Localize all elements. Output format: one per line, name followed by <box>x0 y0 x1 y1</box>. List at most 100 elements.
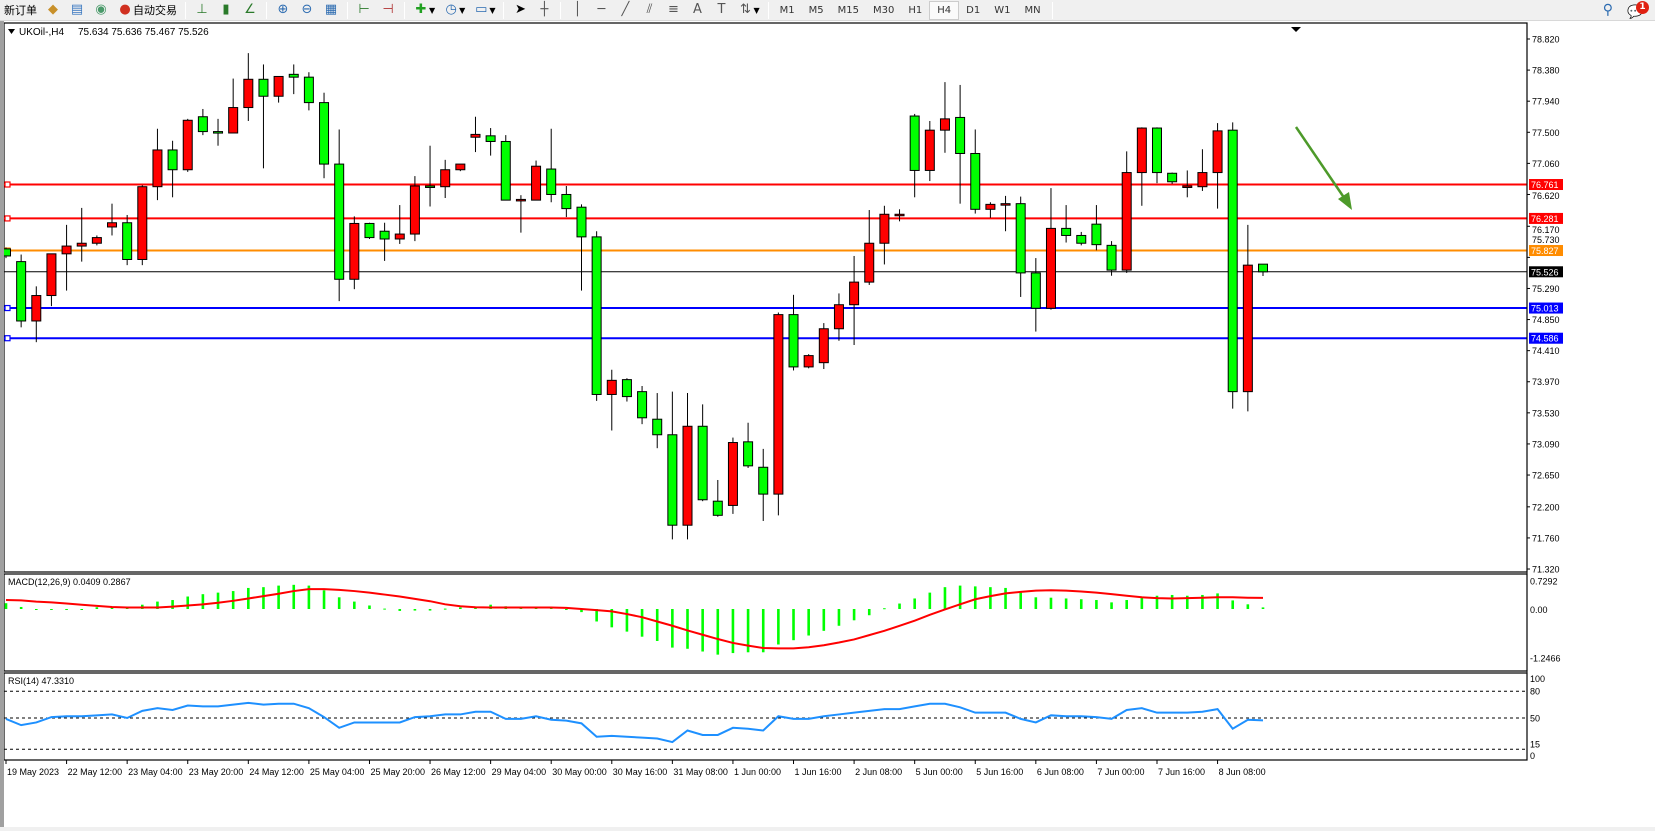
timeframe-w1[interactable]: W1 <box>994 4 1011 16</box>
rsi-line <box>5 701 1264 744</box>
bar-chart-button[interactable]: ⊥ <box>190 1 214 20</box>
macd-histogram-bar <box>958 585 962 609</box>
horizontal-line-button[interactable]: ─ <box>589 1 613 20</box>
macd-histogram-bar <box>1019 592 1022 609</box>
candle <box>667 391 678 540</box>
timeframe-m5[interactable]: M5 <box>808 4 824 16</box>
new-order-button[interactable]: 新订单 <box>0 1 41 20</box>
candle <box>591 231 602 401</box>
toolbar-divider <box>1051 1 1053 19</box>
new-order-label: 新订单 <box>4 4 37 17</box>
chart-canvas[interactable]: 76.761 76.281 75.827 75.013 74.586 75.526 78.… <box>1 21 1655 827</box>
macd-histogram-bar <box>837 609 841 626</box>
arrows-button[interactable]: ⇅ ▼ <box>733 1 763 20</box>
candle <box>1167 172 1178 184</box>
candle <box>773 312 784 516</box>
tile-windows-button[interactable]: ▦ <box>319 1 343 20</box>
price-axis-label: 75.290 <box>1532 284 1560 294</box>
market-watch-button[interactable]: ▤ <box>65 1 89 20</box>
autoscroll-icon: ⊣ <box>382 2 394 17</box>
candle-body <box>107 222 118 228</box>
candle-body <box>1167 172 1178 183</box>
fibonacci-button[interactable]: ≡ <box>661 1 685 20</box>
arrows-icon: ⇅ <box>740 2 751 17</box>
timeframe-d1[interactable]: D1 <box>966 4 981 16</box>
timeframe-m1[interactable]: M1 <box>779 4 795 16</box>
chart-shift-button[interactable]: ⊢ <box>352 1 376 20</box>
candle-body <box>440 169 451 188</box>
macd-histogram-bar <box>459 607 462 609</box>
line-chart-button[interactable]: ∠ <box>238 1 262 20</box>
zoom-in-icon: ⊕ <box>277 2 289 17</box>
chart-window[interactable]: 76.761 76.281 75.827 75.013 74.586 75.526 78.… <box>0 21 1655 827</box>
macd-histogram-bar <box>1140 596 1144 609</box>
level-price-label: 76.761 <box>1531 180 1559 190</box>
candle-body <box>61 245 72 255</box>
chart-shift-marker-icon[interactable] <box>1291 27 1301 32</box>
candle-body <box>500 140 511 201</box>
price-axis-label: 71.320 <box>1532 565 1560 575</box>
candle-body <box>879 213 890 244</box>
macd-histogram-bar <box>716 609 720 655</box>
history-center-icon: ◆ <box>48 2 58 17</box>
macd-histogram-bar <box>777 609 780 645</box>
vertical-line-button[interactable]: │ <box>565 1 589 20</box>
timeframe-h1[interactable]: H1 <box>908 4 923 16</box>
zoom-out-button[interactable]: ⊖ <box>295 1 319 20</box>
text-label-button[interactable]: T <box>709 1 733 20</box>
dropdown-arrow-icon: ▼ <box>459 5 466 15</box>
autoscroll-button[interactable]: ⊣ <box>376 1 400 20</box>
macd-histogram-bar <box>368 605 371 609</box>
macd-histogram-bar <box>1125 600 1128 609</box>
price-axis-label: 78.820 <box>1532 35 1560 45</box>
level-price-tag <box>1529 332 1563 344</box>
trend-arrow-annotation[interactable] <box>1294 126 1352 210</box>
crosshair-icon: ┼ <box>540 2 549 17</box>
history-center-button[interactable]: ◆ <box>41 1 65 20</box>
auto-trading-button[interactable]: ● 自动交易 <box>113 1 181 20</box>
candle <box>440 159 451 199</box>
equidistant-channel-button[interactable]: ⫽ <box>637 1 661 20</box>
header-dropdown-icon[interactable] <box>8 29 15 34</box>
time-axis-label: 29 May 04:00 <box>492 767 547 777</box>
candle-body <box>1258 263 1268 273</box>
candle <box>1061 205 1072 243</box>
macd-histogram-bar <box>201 594 205 609</box>
notifications-button[interactable]: 💬 1 <box>1627 1 1649 20</box>
zoom-in-button[interactable]: ⊕ <box>271 1 295 20</box>
price-axis-label: 74.410 <box>1532 346 1560 356</box>
candle <box>137 185 148 266</box>
templates-button[interactable]: ▭ ▼ <box>469 1 499 20</box>
level-price-tag <box>1529 212 1563 224</box>
candle-body <box>1151 127 1162 174</box>
timeframe-m30[interactable]: M30 <box>872 4 895 16</box>
macd-histogram-bar <box>95 607 99 609</box>
chart-header: UKOil-,H4 75.634 75.636 75.467 75.526 <box>8 27 209 38</box>
candle <box>379 222 390 261</box>
candle-body <box>561 193 572 210</box>
candle <box>970 129 981 214</box>
macd-histogram-bar <box>686 609 689 649</box>
candlestick-button[interactable]: ▮ <box>214 1 238 20</box>
crosshair-button[interactable]: ┼ <box>532 1 556 20</box>
timeframe-m15[interactable]: M15 <box>837 4 859 16</box>
candle-body <box>425 185 436 188</box>
macd-label: MACD(12,26,9) 0.0409 0.2867 <box>8 577 131 587</box>
candle <box>637 385 648 425</box>
candle-body <box>409 185 420 235</box>
text-button[interactable]: A <box>685 1 709 20</box>
signals-button[interactable]: ◉ <box>89 1 113 20</box>
timeframe-h4[interactable]: H4 <box>929 0 960 20</box>
macd-histogram-bar <box>307 585 311 609</box>
trendline-button[interactable]: ╱ <box>613 1 637 20</box>
chart-background <box>4 21 1655 827</box>
cursor-button[interactable]: ➤ <box>508 1 532 20</box>
text-label-icon: T <box>717 2 726 17</box>
search-icon[interactable]: ⚲ <box>1602 2 1613 18</box>
indicators-button[interactable]: ✚ ▼ <box>409 1 439 20</box>
timeframe-mn[interactable]: MN <box>1024 4 1041 16</box>
price-axis-label: 71.760 <box>1532 533 1560 543</box>
candle-body <box>1076 234 1087 244</box>
periods-button[interactable]: ◷ ▼ <box>439 1 469 20</box>
candle-body <box>727 442 738 506</box>
